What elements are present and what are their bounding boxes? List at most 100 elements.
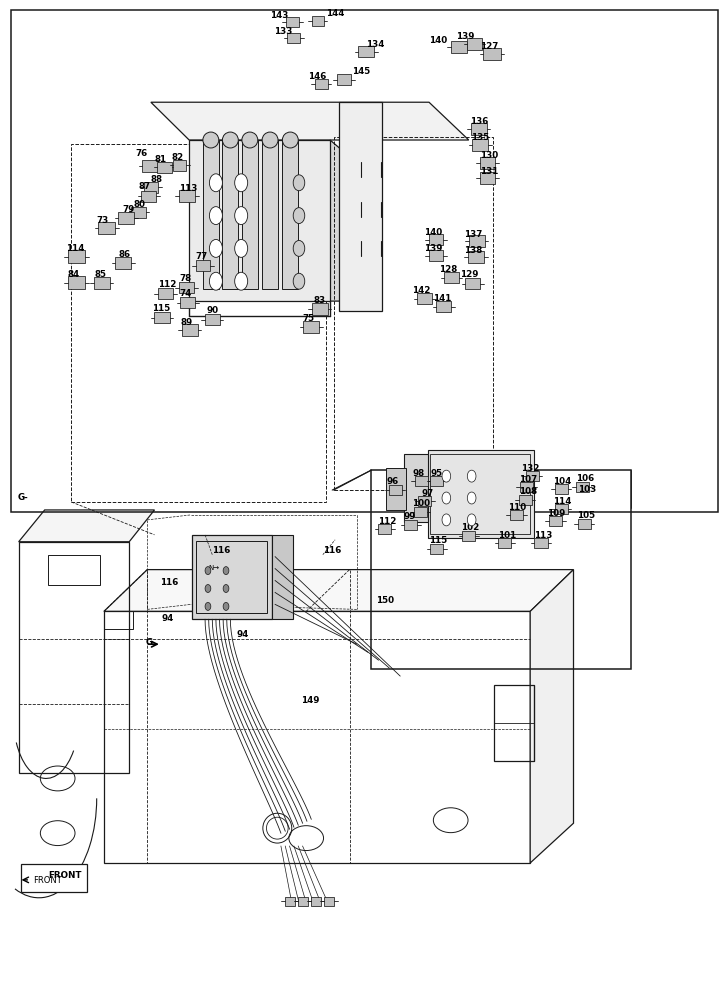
Bar <box>157 162 172 173</box>
Bar <box>468 251 484 263</box>
Bar <box>154 312 170 323</box>
Bar <box>429 250 443 261</box>
Text: 109: 109 <box>547 509 566 518</box>
Text: 99: 99 <box>403 512 415 521</box>
Bar <box>430 544 443 554</box>
Text: 115: 115 <box>429 536 447 545</box>
Text: 84: 84 <box>68 270 80 279</box>
Circle shape <box>293 273 305 289</box>
Text: 133: 133 <box>274 27 292 36</box>
Bar <box>494 685 534 761</box>
Bar <box>520 482 533 492</box>
Circle shape <box>210 174 222 192</box>
Bar <box>141 191 156 202</box>
Text: 115: 115 <box>152 304 170 313</box>
Bar <box>404 454 427 522</box>
Bar <box>430 476 443 486</box>
Text: 134: 134 <box>366 40 384 49</box>
Text: FRONT: FRONT <box>48 871 82 880</box>
Text: 139: 139 <box>424 244 443 253</box>
Circle shape <box>223 602 229 610</box>
Text: 136: 136 <box>470 117 488 126</box>
Circle shape <box>223 585 229 592</box>
Text: 150: 150 <box>376 596 395 605</box>
Bar <box>483 48 501 60</box>
Ellipse shape <box>203 132 219 148</box>
Bar <box>436 301 451 312</box>
Ellipse shape <box>222 132 238 148</box>
Bar <box>315 79 328 89</box>
Text: FRONT: FRONT <box>33 876 62 885</box>
Text: 103: 103 <box>578 485 596 494</box>
Text: 140: 140 <box>424 228 442 237</box>
Circle shape <box>293 240 305 256</box>
Bar <box>68 276 85 289</box>
Bar <box>173 160 186 171</box>
Bar <box>205 314 220 325</box>
Circle shape <box>205 585 211 592</box>
Text: 82: 82 <box>172 153 184 162</box>
Text: 78: 78 <box>179 274 191 283</box>
Polygon shape <box>19 510 154 542</box>
Bar <box>444 272 459 283</box>
Text: 75: 75 <box>303 314 314 323</box>
Bar <box>197 541 267 613</box>
Text: 83: 83 <box>314 296 325 305</box>
Text: 86: 86 <box>119 250 130 259</box>
Bar <box>526 471 539 481</box>
Bar <box>323 897 334 906</box>
Text: 149: 149 <box>301 696 320 705</box>
Bar <box>104 611 132 629</box>
Text: 146: 146 <box>309 72 327 81</box>
Text: 94: 94 <box>162 614 174 623</box>
Text: 110: 110 <box>508 503 527 512</box>
Text: 139: 139 <box>456 32 474 41</box>
Bar <box>203 140 219 289</box>
Ellipse shape <box>282 132 298 148</box>
Text: 79: 79 <box>122 205 134 214</box>
Circle shape <box>234 272 248 290</box>
Bar <box>451 41 467 52</box>
Bar <box>472 139 488 151</box>
Bar <box>333 137 493 490</box>
Circle shape <box>467 470 476 482</box>
Text: 102: 102 <box>461 523 479 532</box>
Text: 142: 142 <box>412 286 431 295</box>
Bar <box>312 303 328 315</box>
Text: 112: 112 <box>158 280 176 289</box>
Bar <box>94 277 110 289</box>
Text: 144: 144 <box>325 9 344 18</box>
Text: 87: 87 <box>138 182 151 191</box>
Ellipse shape <box>262 132 278 148</box>
Text: 129: 129 <box>460 270 478 279</box>
Bar <box>371 470 631 669</box>
Bar <box>336 74 351 85</box>
Bar <box>312 16 323 26</box>
Bar <box>379 524 392 534</box>
Bar <box>12 10 718 512</box>
Bar <box>414 476 427 486</box>
Bar <box>189 140 330 301</box>
Bar <box>405 520 417 530</box>
Bar <box>242 140 258 289</box>
Bar <box>179 190 195 202</box>
Bar <box>179 282 194 293</box>
Bar <box>181 297 195 308</box>
Bar <box>262 140 278 289</box>
Bar <box>282 140 298 289</box>
Bar <box>116 257 131 269</box>
Text: 131: 131 <box>480 167 498 176</box>
Circle shape <box>234 239 248 257</box>
Bar <box>298 897 309 906</box>
Text: N→: N→ <box>209 565 220 571</box>
Circle shape <box>205 602 211 610</box>
Bar <box>462 531 475 541</box>
Bar <box>471 123 487 135</box>
Bar <box>158 288 173 299</box>
Circle shape <box>467 492 476 504</box>
Polygon shape <box>104 570 574 611</box>
Bar <box>510 510 523 520</box>
Text: 76: 76 <box>135 149 147 158</box>
Text: 113: 113 <box>179 184 197 193</box>
Circle shape <box>210 207 222 225</box>
